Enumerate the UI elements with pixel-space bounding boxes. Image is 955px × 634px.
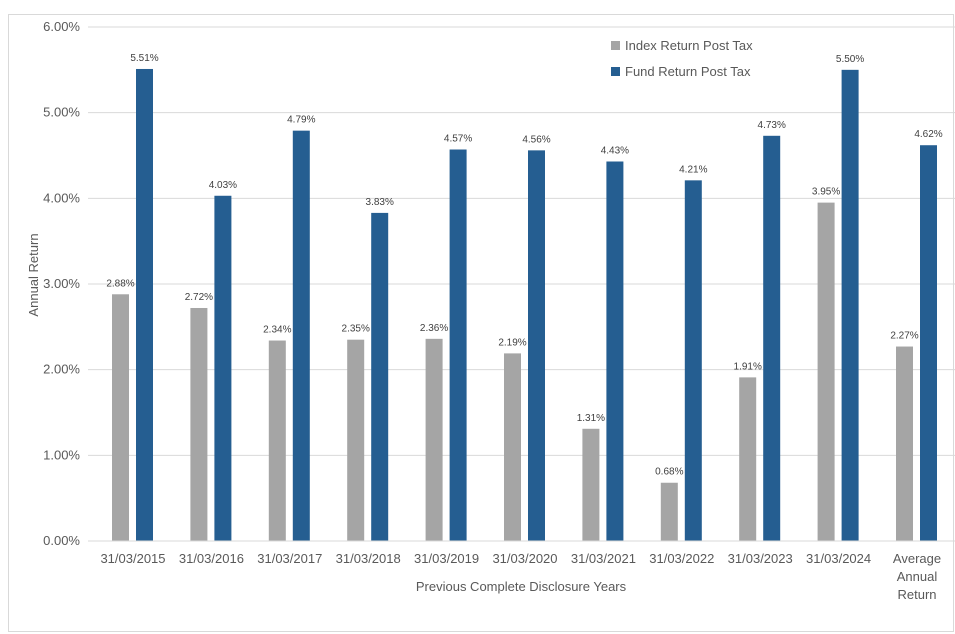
x-tick-label: 31/03/2023 (728, 551, 793, 566)
bar-index (268, 340, 286, 541)
data-label: 2.88% (106, 278, 134, 289)
bar-index (817, 202, 835, 541)
bar-index (347, 339, 365, 541)
y-tick-label: 1.00% (43, 447, 80, 462)
x-tick-label: 31/03/2020 (492, 551, 557, 566)
data-label: 2.36% (420, 323, 448, 334)
data-label: 4.43% (601, 145, 629, 156)
bar-fund (841, 69, 859, 541)
x-tick-label: Return (897, 587, 936, 602)
x-tick-label: 31/03/2022 (649, 551, 714, 566)
data-label: 4.57% (444, 134, 472, 145)
y-axis-ticks: 0.00% 1.00% 2.00% 3.00% 4.00% 5.00% 6.00% (43, 19, 80, 548)
data-label: 4.62% (914, 129, 942, 140)
legend: Index Return Post Tax Fund Return Post T… (611, 38, 753, 79)
data-label: 2.27% (890, 331, 918, 342)
x-tick-label: 31/03/2017 (257, 551, 322, 566)
y-tick-label: 3.00% (43, 276, 80, 291)
bar-index (112, 294, 129, 541)
x-tick-label: 31/03/2015 (100, 551, 165, 566)
x-tick-label: 31/03/2024 (806, 551, 871, 566)
legend-label-index: Index Return Post Tax (625, 38, 753, 53)
data-label: 4.03% (209, 180, 237, 191)
x-tick-label: 31/03/2021 (571, 551, 636, 566)
bar-fund (292, 130, 310, 541)
bar-index (504, 353, 521, 541)
data-label: 1.31% (577, 413, 605, 424)
x-tick-label: Annual (897, 569, 938, 584)
data-label: 5.51% (130, 53, 158, 64)
data-label: 3.95% (812, 187, 840, 198)
y-axis-title: Annual Return (26, 233, 41, 316)
legend-label-fund: Fund Return Post Tax (625, 64, 751, 79)
data-label: 4.79% (287, 115, 315, 126)
bar-fund (136, 68, 153, 541)
data-label: 0.68% (655, 467, 683, 478)
bar-fund (449, 149, 467, 541)
bar-index (582, 428, 600, 541)
y-tick-label: 2.00% (43, 362, 80, 377)
bar-index (896, 346, 913, 541)
x-axis-ticks: 31/03/2015 31/03/2016 31/03/2017 31/03/2018… (100, 551, 941, 602)
data-label: 2.19% (498, 337, 526, 348)
bar-index (660, 482, 678, 541)
data-label: 2.72% (185, 292, 213, 303)
legend-swatch-index (611, 41, 620, 50)
data-label: 4.21% (679, 164, 707, 175)
bar-fund (371, 212, 389, 541)
data-label: 3.83% (366, 197, 394, 208)
x-tick-label: 31/03/2019 (414, 551, 479, 566)
bar-index (425, 338, 443, 541)
chart-frame (8, 14, 954, 632)
bar-fund (763, 135, 781, 541)
y-tick-label: 6.00% (43, 19, 80, 34)
y-tick-label: 4.00% (43, 190, 80, 205)
bar-index (190, 307, 208, 541)
bar-index (739, 377, 757, 541)
gridlines (88, 26, 955, 456)
legend-swatch-fund (611, 67, 620, 76)
data-label: 2.35% (342, 324, 370, 335)
data-label: 1.91% (734, 361, 762, 372)
bar-fund (684, 180, 702, 542)
data-label: 2.34% (263, 325, 291, 336)
bar-fund (528, 150, 545, 542)
x-tick-label: 31/03/2018 (336, 551, 401, 566)
data-label: 4.56% (522, 134, 550, 145)
data-label: 5.50% (836, 54, 864, 65)
x-tick-label: 31/03/2016 (179, 551, 244, 566)
bar-fund (606, 161, 624, 541)
data-labels: 2.88% 5.51% 2.72% 4.03% 2.34% 4.79% 2.35% 3.83%… (106, 53, 942, 478)
y-tick-label: 0.00% (43, 533, 80, 548)
y-tick-label: 5.00% (43, 105, 80, 120)
data-label: 4.73% (758, 120, 786, 131)
bar-fund (214, 195, 232, 541)
bar-fund (920, 145, 937, 541)
bars (112, 68, 937, 542)
x-tick-label: Average (893, 551, 941, 566)
x-axis-title: Previous Complete Disclosure Years (416, 579, 627, 594)
